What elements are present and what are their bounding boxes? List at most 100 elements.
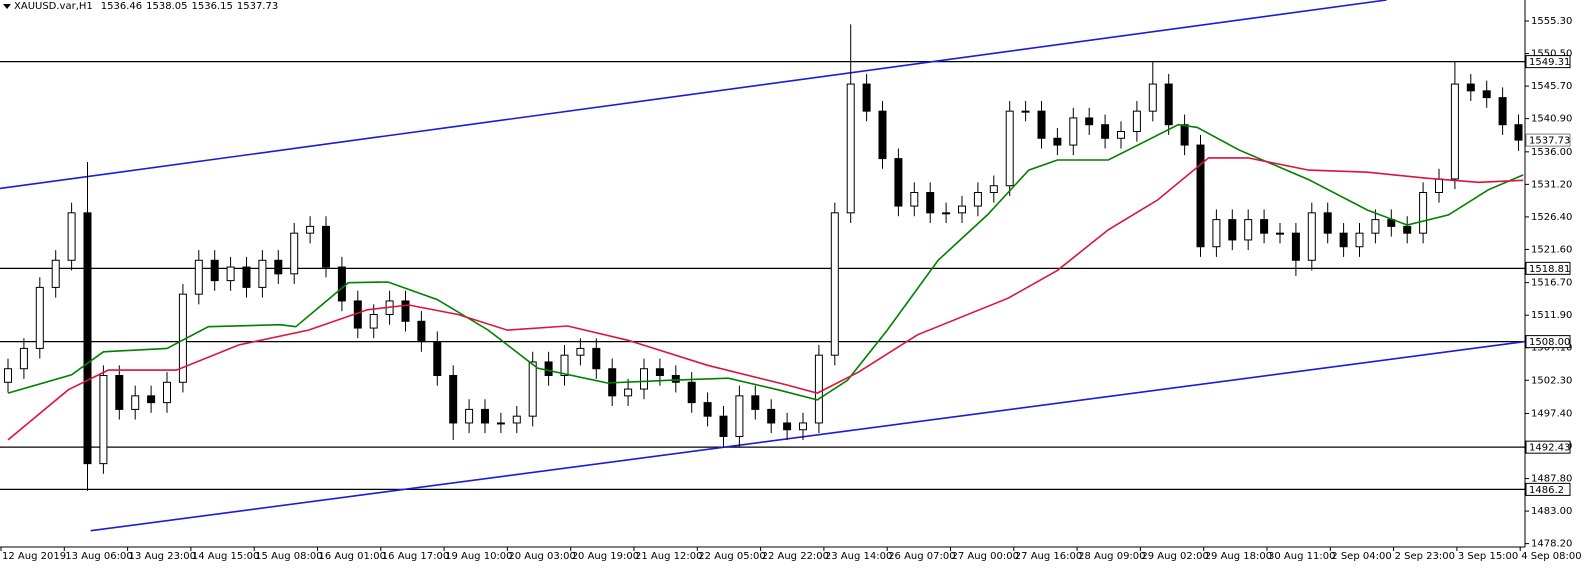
candle-body xyxy=(1164,83,1173,126)
candle-body xyxy=(735,395,744,438)
candle-body xyxy=(1339,232,1348,248)
trend-line xyxy=(90,340,1526,532)
x-tick-label: 14 Aug 15:00 xyxy=(192,551,259,562)
candle-body xyxy=(1291,232,1300,261)
y-tick-label: 1540.90 xyxy=(1531,114,1572,125)
candle-body xyxy=(1212,219,1221,248)
candle-body xyxy=(433,341,442,377)
candle-body xyxy=(1037,110,1046,139)
candle-body xyxy=(1085,117,1094,126)
x-tick-label: 2 Sep 04:00 xyxy=(1331,551,1391,562)
candle-body xyxy=(306,225,315,234)
candle-body xyxy=(163,381,171,404)
candle-body xyxy=(655,368,664,377)
candle-body xyxy=(1180,124,1189,146)
level-label: 1508.00 xyxy=(1529,337,1570,348)
candle-body xyxy=(258,259,267,288)
candle-body xyxy=(465,408,474,424)
x-tick-label: 27 Aug 16:00 xyxy=(1015,551,1082,562)
level-label: 1518.81 xyxy=(1529,264,1570,275)
candle-body xyxy=(814,354,823,424)
candle-body xyxy=(1069,117,1078,146)
candle-body xyxy=(83,212,92,465)
level-label: 1549.31 xyxy=(1529,57,1570,68)
candle-body xyxy=(449,375,458,424)
moving-average xyxy=(7,123,1524,401)
x-tick-label: 20 Aug 03:00 xyxy=(508,551,575,562)
price-tag xyxy=(1525,133,1571,147)
candle-body xyxy=(481,408,489,424)
level-label: 1486.2 xyxy=(1529,485,1564,496)
level-tag xyxy=(1525,440,1571,454)
candle-body xyxy=(1276,232,1284,235)
x-tick-label: 22 Aug 05:00 xyxy=(698,551,765,562)
candle-body xyxy=(846,83,855,214)
candle-body xyxy=(1371,219,1380,234)
candle-body xyxy=(1498,97,1507,126)
candle-body xyxy=(337,266,346,302)
candle-body xyxy=(576,347,585,356)
x-tick-label: 16 Aug 01:00 xyxy=(319,551,386,562)
level-tag xyxy=(1525,55,1571,69)
x-tick-label: 4 Sep 08:00 xyxy=(1521,551,1581,562)
candle-body xyxy=(703,402,712,417)
x-tick-label: 22 Aug 22:00 xyxy=(762,551,829,562)
candle-body xyxy=(274,259,283,275)
candle-body xyxy=(147,395,156,404)
candle-body xyxy=(1196,144,1205,248)
candle-body xyxy=(51,259,60,288)
candle-body xyxy=(131,395,140,410)
candle-body xyxy=(99,375,108,465)
y-tick-label: 1497.40 xyxy=(1531,408,1572,419)
candle-body xyxy=(671,375,680,383)
candle-body xyxy=(926,192,935,214)
candle-body xyxy=(767,408,776,424)
candle-body xyxy=(1132,110,1141,132)
level-label: 1492.43 xyxy=(1529,443,1570,454)
candle-body xyxy=(560,354,569,377)
candle-body xyxy=(783,422,792,431)
candle-body xyxy=(1482,90,1491,99)
level-tag xyxy=(1525,335,1571,349)
candle-body xyxy=(496,422,505,425)
candle-body xyxy=(1228,219,1237,241)
candle-body xyxy=(1419,192,1428,234)
candle-body xyxy=(1435,178,1443,194)
candle-body xyxy=(401,300,410,322)
y-tick-label: 1531.20 xyxy=(1531,179,1572,190)
candle-body xyxy=(1021,110,1030,113)
y-tick-label: 1483.00 xyxy=(1531,506,1572,517)
ohlc-value: 1537.73 xyxy=(237,1,278,12)
candle-body xyxy=(830,212,839,356)
ohlc-value: 1536.46 xyxy=(101,1,142,12)
candle-body xyxy=(799,422,807,431)
symbol-icon xyxy=(3,4,11,9)
x-tick-label: 12 Aug 2019 xyxy=(2,551,66,562)
candle-body xyxy=(973,192,982,207)
y-tick-label: 1521.60 xyxy=(1531,244,1572,255)
candle-body xyxy=(512,415,521,424)
candle-body xyxy=(1101,124,1110,139)
candle-body xyxy=(4,368,12,383)
candle-body xyxy=(322,225,330,268)
symbol-title: XAUUSD.var,H1 xyxy=(14,1,93,12)
candle-body xyxy=(1005,110,1014,187)
candle-body xyxy=(369,314,378,329)
x-tick-label: 13 Aug 23:00 xyxy=(129,551,196,562)
x-tick-label: 23 Aug 14:00 xyxy=(825,551,892,562)
candle-body xyxy=(544,361,553,377)
candle-body xyxy=(910,192,919,207)
candle-body xyxy=(751,395,760,410)
candle-body xyxy=(1466,83,1475,92)
x-tick-label: 27 Aug 00:00 xyxy=(952,551,1019,562)
candle-body xyxy=(958,205,966,214)
y-tick-label: 1555.30 xyxy=(1531,16,1572,27)
y-tick-label: 1516.70 xyxy=(1531,278,1572,289)
trend-line xyxy=(0,0,1387,190)
candle-body xyxy=(1053,137,1062,146)
candle-body xyxy=(226,266,235,282)
x-tick-label: 2 Sep 23:00 xyxy=(1395,551,1455,562)
